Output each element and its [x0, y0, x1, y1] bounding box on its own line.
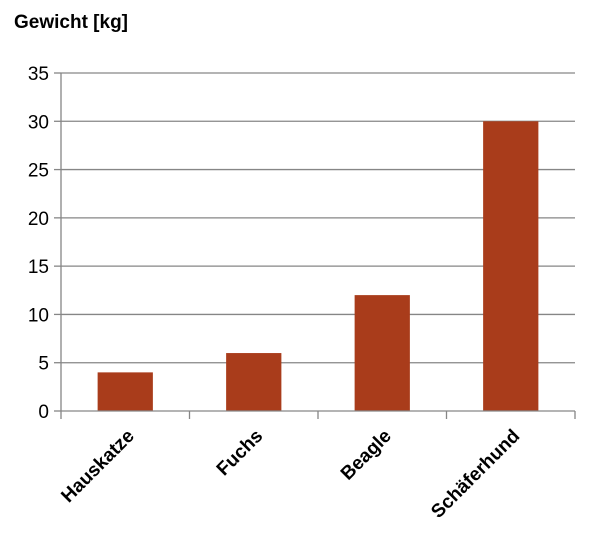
- y-tick-label: 15: [28, 257, 49, 278]
- bar: [97, 372, 153, 411]
- bar: [354, 295, 410, 411]
- gridlines: [61, 72, 575, 364]
- x-tick-label: Beagle: [337, 426, 396, 485]
- x-tick-label: Schäferhund: [427, 426, 524, 523]
- bars: [97, 121, 539, 412]
- axes: [54, 72, 576, 419]
- x-tick-label: Fuchs: [213, 426, 267, 480]
- x-tick-labels: Hauskatze Fuchs Beagle Schäferhund: [57, 426, 524, 523]
- bar: [226, 353, 282, 411]
- y-tick-label: 20: [28, 209, 49, 230]
- y-tick-labels: 0 5 10 15 20 25 30 35: [28, 64, 49, 423]
- y-tick-label: 30: [28, 112, 49, 133]
- chart-title: Gewicht [kg]: [14, 12, 128, 33]
- y-tick-label: 5: [38, 354, 49, 375]
- y-tick-label: 0: [38, 402, 49, 423]
- y-tick-label: 25: [28, 161, 49, 182]
- y-tick-label: 35: [28, 64, 49, 85]
- bar: [483, 121, 539, 412]
- x-tick-label: Hauskatze: [57, 426, 138, 507]
- y-tick-label: 10: [28, 305, 49, 326]
